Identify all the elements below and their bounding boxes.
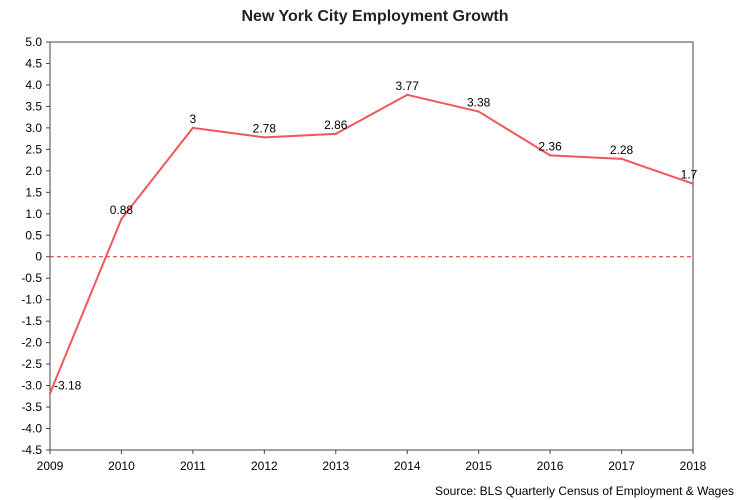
y-tick-label: -1.0	[21, 293, 42, 307]
y-tick-label: 3.5	[25, 99, 42, 113]
x-tick-label: 2011	[180, 459, 206, 473]
data-label: -3.18	[54, 378, 82, 392]
data-label: 1.7	[681, 168, 698, 182]
data-label: 2.78	[253, 121, 277, 135]
chart-title: New York City Employment Growth	[241, 8, 509, 25]
data-point	[477, 110, 480, 113]
data-label: 2.86	[324, 118, 348, 132]
x-tick-label: 2012	[251, 459, 278, 473]
data-point	[191, 126, 195, 130]
data-point	[691, 182, 695, 185]
x-tick-label: 2010	[108, 459, 135, 473]
data-point	[334, 132, 337, 136]
x-tick-label: 2017	[608, 459, 635, 473]
source-note: Source: BLS Quarterly Census of Employme…	[434, 484, 734, 498]
y-tick-label: 2.5	[25, 142, 42, 156]
y-tick-label: -2.0	[21, 336, 42, 350]
data-label: 2.28	[610, 143, 634, 157]
data-label: 3.38	[467, 96, 491, 110]
y-tick-label: -3.5	[21, 400, 42, 414]
y-tick-label: 0	[35, 250, 42, 264]
data-label: 0.88	[110, 203, 134, 217]
y-tick-label: 2.0	[25, 164, 42, 178]
y-tick-label: -4.0	[21, 422, 42, 436]
data-label: 3	[190, 112, 197, 126]
series-line	[49, 93, 694, 394]
data-point	[263, 136, 266, 139]
x-tick-label: 2009	[37, 459, 64, 473]
y-tick-label: 1.0	[25, 207, 42, 221]
data-point	[548, 154, 552, 157]
y-tick-label: 4.5	[25, 56, 42, 70]
x-tick-label: 2016	[537, 459, 564, 473]
x-tick-label: 2018	[680, 459, 707, 473]
y-tick-label: 0.5	[25, 228, 42, 242]
x-tick-label: 2013	[322, 459, 349, 473]
data-point	[48, 392, 52, 395]
y-tick-label: 3.0	[25, 121, 42, 135]
y-tick-label: -3.0	[21, 379, 42, 393]
y-tick-label: 1.5	[25, 185, 42, 199]
data-label: 3.77	[396, 79, 420, 93]
y-tick-label: -0.5	[21, 271, 42, 285]
data-point	[620, 157, 623, 161]
y-tick-label: -2.5	[21, 357, 42, 371]
y-tick-label: 4.0	[25, 78, 42, 92]
y-tick-label: 5.0	[25, 35, 42, 49]
x-tick-label: 2014	[394, 459, 421, 473]
data-point	[406, 93, 409, 97]
y-tick-label: -1.5	[21, 314, 42, 328]
plot-frame	[49, 41, 694, 451]
x-tick-label: 2015	[465, 459, 492, 473]
data-point	[120, 217, 123, 221]
data-label: 2.36	[538, 139, 562, 153]
y-tick-label: -4.5	[21, 443, 42, 457]
